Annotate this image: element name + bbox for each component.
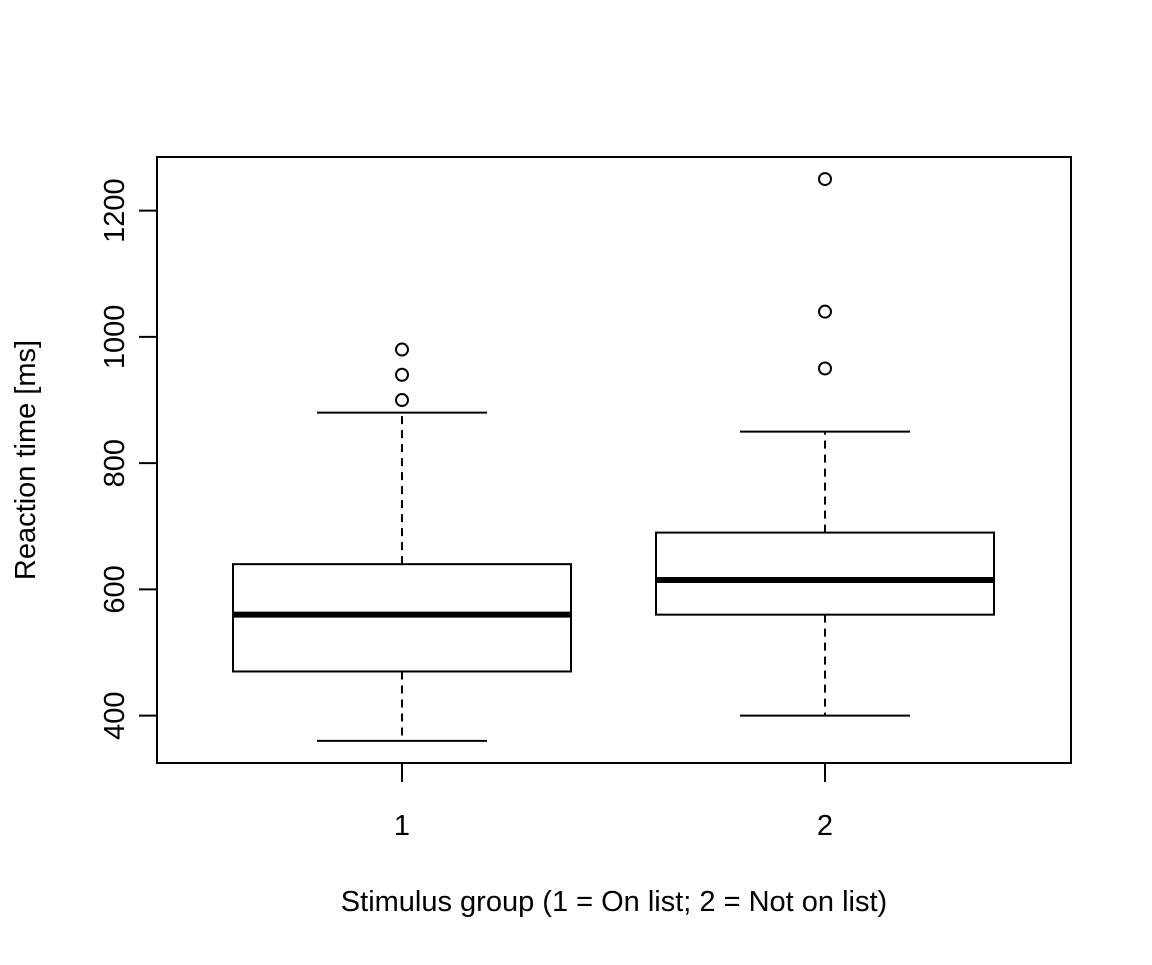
x-tick-label: 2 bbox=[817, 810, 833, 842]
y-tick-label: 600 bbox=[99, 565, 131, 613]
x-tick-label: 1 bbox=[394, 810, 410, 842]
outlier-point bbox=[818, 361, 832, 376]
y-axis: 400 600 800 1000 1200 bbox=[99, 178, 158, 740]
box-series bbox=[232, 172, 995, 742]
outlier-point bbox=[395, 393, 409, 408]
outlier-point bbox=[395, 342, 409, 357]
y-tick-label: 400 bbox=[99, 691, 131, 739]
iqr-box bbox=[655, 531, 995, 616]
iqr-box bbox=[232, 563, 572, 673]
x-axis-title: Stimulus group (1 = On list; 2 = Not on … bbox=[341, 886, 887, 918]
outlier-point bbox=[395, 367, 409, 382]
y-tick-label: 800 bbox=[99, 439, 131, 487]
outlier-point bbox=[818, 304, 832, 319]
y-tick-label: 1200 bbox=[99, 178, 131, 243]
outlier-point bbox=[818, 172, 832, 187]
y-tick-label: 1000 bbox=[99, 305, 131, 370]
y-axis-title: Reaction time [ms] bbox=[10, 340, 42, 580]
box-group-1 bbox=[232, 342, 572, 742]
box-group-2 bbox=[655, 172, 995, 717]
